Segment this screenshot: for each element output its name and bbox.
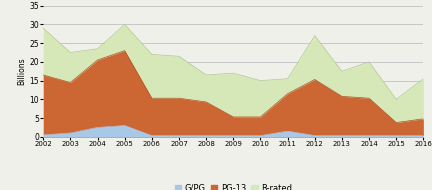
Legend: G/PG, PG-13, R-rated: G/PG, PG-13, R-rated (172, 180, 295, 190)
Y-axis label: Billions: Billions (18, 57, 26, 85)
